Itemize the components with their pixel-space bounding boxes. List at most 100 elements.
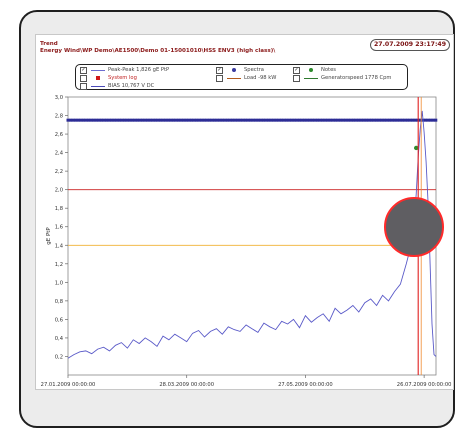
spectra-marker[interactable] [292,118,296,122]
spectra-marker[interactable] [259,118,263,122]
legend-item-notes[interactable]: ✓ Notes [293,66,336,74]
spectra-marker[interactable] [117,118,121,122]
spectra-marker[interactable] [429,118,433,122]
spectra-marker[interactable] [151,118,155,122]
spectra-marker[interactable] [418,118,422,122]
spectra-marker[interactable] [220,118,224,122]
spectra-marker[interactable] [318,118,322,122]
spectra-marker[interactable] [398,118,402,122]
spectra-marker[interactable] [308,118,312,122]
spectra-marker[interactable] [236,118,240,122]
legend-checkbox[interactable] [80,74,87,82]
spectra-marker[interactable] [187,118,191,122]
spectra-marker[interactable] [177,118,181,122]
legend-item-generatorspeed[interactable]: Generatorspeed 1778 Cpm [293,74,391,82]
spectra-marker[interactable] [380,118,384,122]
spectra-marker[interactable] [238,118,242,122]
spectra-marker[interactable] [135,118,139,122]
legend-item-load[interactable]: Load -98 kW [216,74,276,82]
legend-item-spectra[interactable]: ✓ Spectra [216,66,264,74]
spectra-marker[interactable] [233,118,237,122]
spectra-marker[interactable] [213,118,217,122]
spectra-marker[interactable] [169,118,173,122]
spectra-marker[interactable] [66,118,70,122]
notes-marker[interactable] [414,145,419,151]
spectra-marker[interactable] [424,118,428,122]
spectra-marker[interactable] [87,118,91,122]
spectra-marker[interactable] [138,118,142,122]
spectra-marker[interactable] [143,118,147,122]
spectra-marker[interactable] [336,118,340,122]
spectra-marker[interactable] [107,118,111,122]
spectra-marker[interactable] [282,118,286,122]
spectra-marker[interactable] [431,118,435,122]
spectra-marker[interactable] [264,118,268,122]
legend-checkbox[interactable]: ✓ [293,66,300,74]
spectra-marker[interactable] [315,118,319,122]
spectra-marker[interactable] [403,118,407,122]
spectra-marker[interactable] [130,118,134,122]
spectra-marker[interactable] [400,118,404,122]
spectra-marker[interactable] [141,118,145,122]
spectra-marker[interactable] [243,118,247,122]
spectra-marker[interactable] [115,118,119,122]
spectra-marker[interactable] [92,118,96,122]
spectra-marker[interactable] [89,118,93,122]
legend-checkbox[interactable] [80,82,87,90]
spectra-marker[interactable] [274,118,278,122]
spectra-marker[interactable] [382,118,386,122]
spectra-marker[interactable] [364,118,368,122]
spectra-marker[interactable] [362,118,366,122]
spectra-marker[interactable] [102,118,106,122]
spectra-marker[interactable] [331,118,335,122]
legend-checkbox[interactable] [293,74,300,82]
spectra-marker[interactable] [249,118,253,122]
spectra-marker[interactable] [328,118,332,122]
spectra-marker[interactable] [351,118,355,122]
spectra-marker[interactable] [76,118,80,122]
spectra-marker[interactable] [207,118,211,122]
spectra-marker[interactable] [346,118,350,122]
spectra-marker[interactable] [200,118,204,122]
spectra-marker[interactable] [310,118,314,122]
spectra-marker[interactable] [112,118,116,122]
spectra-marker[interactable] [272,118,276,122]
spectra-marker[interactable] [71,118,75,122]
legend-checkbox[interactable]: ✓ [216,66,223,74]
spectra-marker[interactable] [434,118,438,122]
spectra-marker[interactable] [357,118,361,122]
spectra-marker[interactable] [367,118,371,122]
spectra-marker[interactable] [179,118,183,122]
spectra-marker[interactable] [261,118,265,122]
spectra-marker[interactable] [159,118,163,122]
spectra-marker[interactable] [182,118,186,122]
spectra-marker[interactable] [225,118,229,122]
legend-checkbox[interactable]: ✓ [80,66,87,74]
spectra-marker[interactable] [254,118,258,122]
spectra-marker[interactable] [184,118,188,122]
spectra-marker[interactable] [128,118,132,122]
spectra-marker[interactable] [287,118,291,122]
spectra-marker[interactable] [269,118,273,122]
spectra-marker[interactable] [215,118,219,122]
spectra-marker[interactable] [359,118,363,122]
spectra-marker[interactable] [246,118,250,122]
spectra-marker[interactable] [290,118,294,122]
spectra-marker[interactable] [94,118,98,122]
spectra-marker[interactable] [277,118,281,122]
spectra-marker[interactable] [411,118,415,122]
spectra-marker[interactable] [279,118,283,122]
spectra-marker[interactable] [341,118,345,122]
spectra-marker[interactable] [218,118,222,122]
spectra-marker[interactable] [372,118,376,122]
spectra-marker[interactable] [156,118,160,122]
spectra-marker[interactable] [256,118,260,122]
legend-item-system-log[interactable]: System log [80,74,137,82]
spectra-marker[interactable] [125,118,129,122]
spectra-marker[interactable] [388,118,392,122]
spectra-marker[interactable] [195,118,199,122]
legend-item-bias[interactable]: BIAS 10,767 V DC [80,82,154,90]
spectra-marker[interactable] [123,118,127,122]
spectra-marker[interactable] [223,118,227,122]
